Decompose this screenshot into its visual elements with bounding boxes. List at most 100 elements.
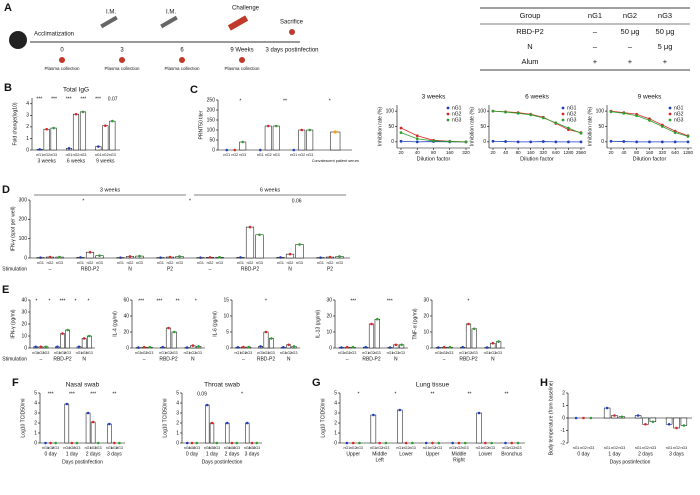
timepoint: 9 Weeks (230, 48, 253, 54)
data-point (225, 421, 229, 425)
data-point (250, 441, 254, 445)
data-point (472, 327, 476, 331)
y-tick-label: 50 (480, 124, 486, 130)
x-tick-label: Middle (372, 451, 387, 457)
data-point (255, 441, 259, 445)
data-point (259, 345, 262, 348)
bar-label: nG3 (587, 446, 594, 450)
data-point (319, 256, 322, 259)
bar (268, 338, 274, 349)
bar-label: nG1 (257, 153, 264, 157)
data-point (491, 341, 495, 345)
series-line (492, 110, 582, 134)
data-point (292, 345, 296, 348)
y-tick-label: 0 (426, 345, 429, 351)
data-point (86, 411, 90, 415)
injection-label: I.M. (106, 10, 116, 16)
bar-label: nG2 (482, 446, 489, 450)
significance: * (88, 298, 90, 304)
data-point (195, 441, 199, 445)
data-point (81, 110, 85, 114)
data-point (394, 343, 398, 347)
significance: 0.09 (197, 391, 207, 397)
y-tick-label: 50 (388, 124, 394, 130)
bar-label: nG3 (306, 153, 313, 157)
significance: 0.07 (108, 96, 118, 102)
x-tick-label: 2560 (576, 150, 587, 155)
bar (79, 111, 87, 151)
bar-label: nG1 (280, 351, 287, 355)
y-tick-label: 30 (326, 297, 332, 303)
data-point (199, 256, 202, 259)
x-tick-label: 40 (503, 150, 509, 155)
y-tick-label: 100 (19, 236, 28, 242)
legend-label: nG3 (567, 117, 577, 123)
significance: *** (80, 96, 86, 102)
x-tick-label: – (209, 266, 212, 272)
data-point (218, 255, 221, 259)
data-point (582, 416, 585, 420)
significance: *** (350, 298, 356, 304)
bar-label: nG3 (253, 446, 260, 450)
bar (60, 333, 65, 349)
syringe (227, 15, 249, 31)
data-point (378, 441, 381, 445)
sacrifice-label: Sacrifice (280, 20, 304, 26)
bar-label: nG2 (298, 153, 305, 157)
data-point (82, 337, 86, 340)
bar-label: nG1 (224, 446, 231, 450)
table-header: nG2 (623, 11, 637, 20)
bar-label: nG1 (37, 261, 44, 265)
x-tick-label: P2 (327, 266, 333, 272)
panel-letter: H (540, 377, 548, 389)
y-tick-label: 300 (19, 197, 28, 203)
collection-label: Plasma collection (164, 66, 200, 71)
bar-label: nG1 (117, 261, 124, 265)
y-axis-label: Log10 TCID50/ml (20, 398, 26, 437)
y-tick-label: 20 (123, 329, 129, 335)
x-tick-label: 0 day (45, 451, 58, 457)
x-tick-label: – (39, 356, 42, 362)
bar-label: nG2 (141, 351, 148, 355)
syringe (160, 15, 178, 29)
bar-label: nG2 (209, 446, 216, 450)
x-tick-label: Upper (346, 451, 360, 457)
legend-label: nG2 (567, 111, 577, 117)
bar-label: nG3 (383, 446, 390, 450)
bar-label: nG1 (32, 351, 39, 355)
y-tick-label: 4 (176, 400, 179, 406)
y-axis-label: Log10 TCID50/ml (162, 398, 168, 437)
bar-label: nG2 (376, 446, 383, 450)
data-point (230, 441, 234, 445)
data-point (61, 332, 64, 335)
bar (272, 125, 280, 151)
y-tick-label: 60 (123, 297, 129, 303)
x-tick-label: 80 (431, 150, 437, 155)
bar-label: nG3 (471, 351, 478, 355)
timepoint: 0 (60, 48, 64, 54)
y-tick-label: 0 (226, 345, 229, 351)
significance: *** (95, 96, 101, 102)
y-tick-label: 2 (562, 390, 565, 396)
bar-label: nG1 (338, 351, 345, 355)
y-axis-label: Fold change(log10) (12, 102, 18, 145)
data-point (138, 254, 141, 258)
x-tick-label: Middle (452, 451, 467, 457)
bar (43, 128, 50, 151)
data-point (185, 441, 189, 445)
data-point (56, 345, 59, 349)
bar-label: nG2 (465, 351, 472, 355)
significance: * (468, 298, 470, 304)
bar-label: nG1 (604, 446, 611, 450)
y-tick-label: -1 (561, 428, 566, 434)
bar (295, 244, 304, 259)
bar-label: nG3 (398, 351, 405, 355)
collection-label: Plasma collection (224, 66, 260, 71)
table-cell: 50 μg (656, 27, 675, 36)
bar-label: nG1 (635, 446, 642, 450)
significance: * (239, 98, 241, 104)
significance: *** (66, 96, 72, 102)
x-tick-label: 3 days (245, 451, 260, 457)
bar-label: nG1 (396, 446, 403, 450)
